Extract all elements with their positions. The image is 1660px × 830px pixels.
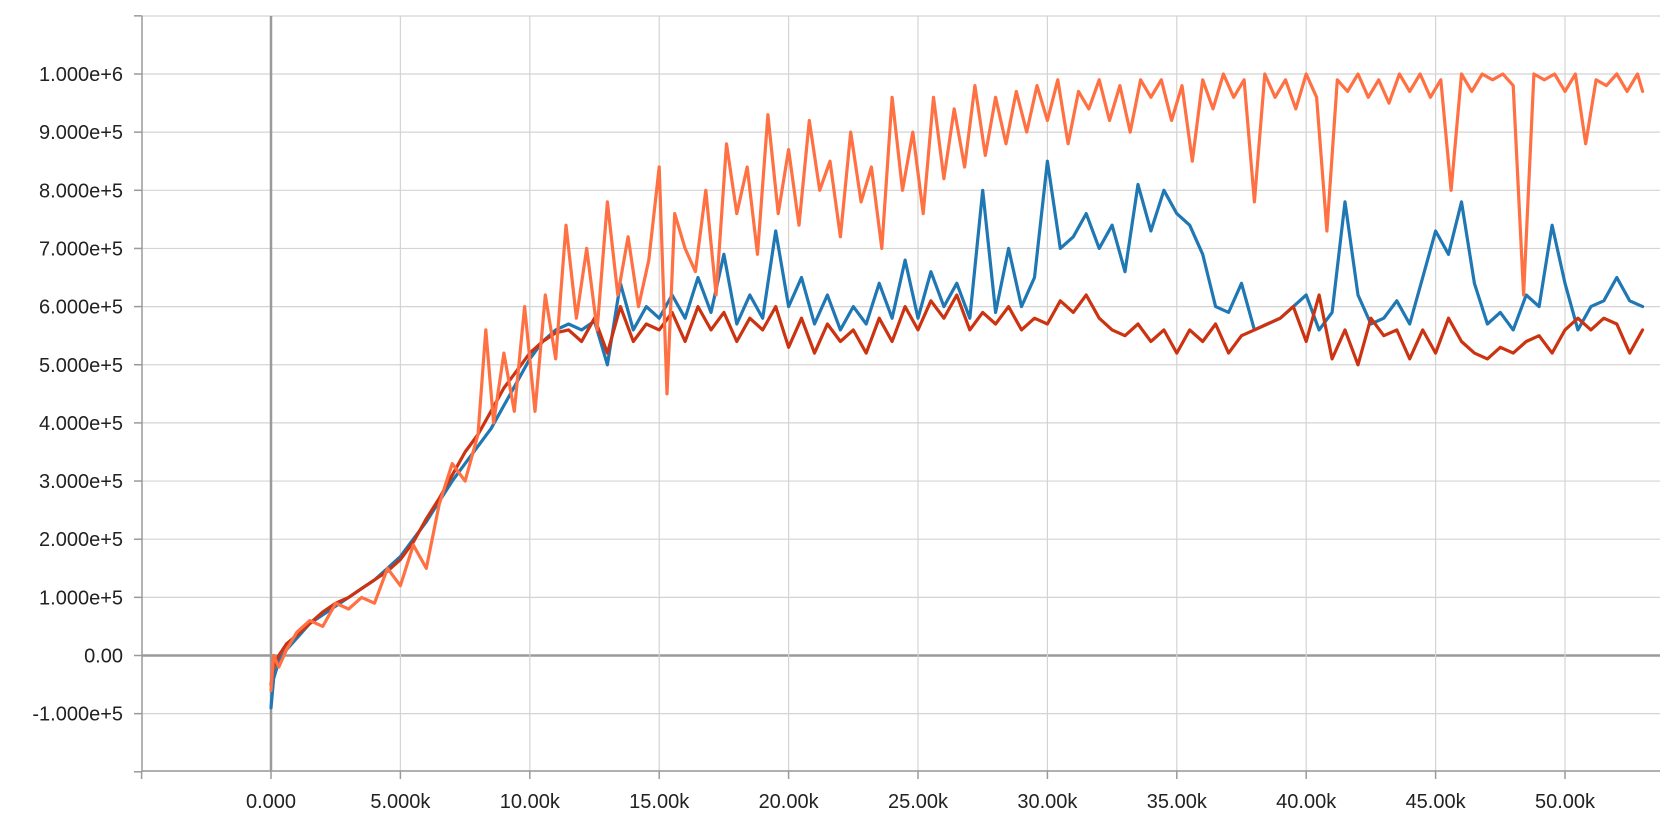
x-tick-label: 20.00k [759, 791, 820, 813]
x-tick-label: 50.00k [1535, 791, 1596, 813]
y-tick-label: 3.000e+5 [39, 471, 123, 493]
y-tick-label: 1.000e+5 [39, 587, 123, 609]
y-tick-label: 7.000e+5 [39, 238, 123, 260]
y-tick-labels: 1.000e+6 9.000e+5 8.000e+5 7.000e+5 6.000e+5… [32, 64, 123, 726]
x-tick-label: 30.00k [1017, 791, 1078, 813]
y-tick-label: 5.000e+5 [39, 355, 123, 377]
y-tick-label: 9.000e+5 [39, 122, 123, 144]
x-tick-label: 45.00k [1406, 791, 1467, 813]
x-tick-label: 0.000 [246, 791, 296, 813]
x-tick-label: 25.00k [888, 791, 949, 813]
series-line-2 [269, 293, 1645, 687]
y-tick-label: 2.000e+5 [39, 529, 123, 551]
grid-lines [142, 15, 1660, 772]
y-tick-label: 1.000e+6 [39, 64, 123, 86]
y-tick-label: 6.000e+5 [39, 297, 123, 319]
x-tick-label: 40.00k [1276, 791, 1337, 813]
x-tick-labels: 0.000 5.000k 10.00k 15.00k 20.00k 25.00k 30.00… [246, 791, 1596, 813]
y-tick-label: 0.00 [84, 646, 123, 668]
x-tick-label: 5.000k [370, 791, 431, 813]
x-tick-label: 35.00k [1147, 791, 1208, 813]
x-tick-label: 10.00k [500, 791, 561, 813]
x-tick-label: 15.00k [629, 791, 690, 813]
axes [134, 15, 1660, 779]
series-lines [269, 72, 1645, 710]
y-tick-label: -1.000e+5 [32, 704, 123, 726]
y-tick-label: 8.000e+5 [39, 180, 123, 202]
series-line-1 [269, 159, 1645, 710]
y-tick-label: 4.000e+5 [39, 413, 123, 435]
series-line-3 [269, 72, 1645, 693]
